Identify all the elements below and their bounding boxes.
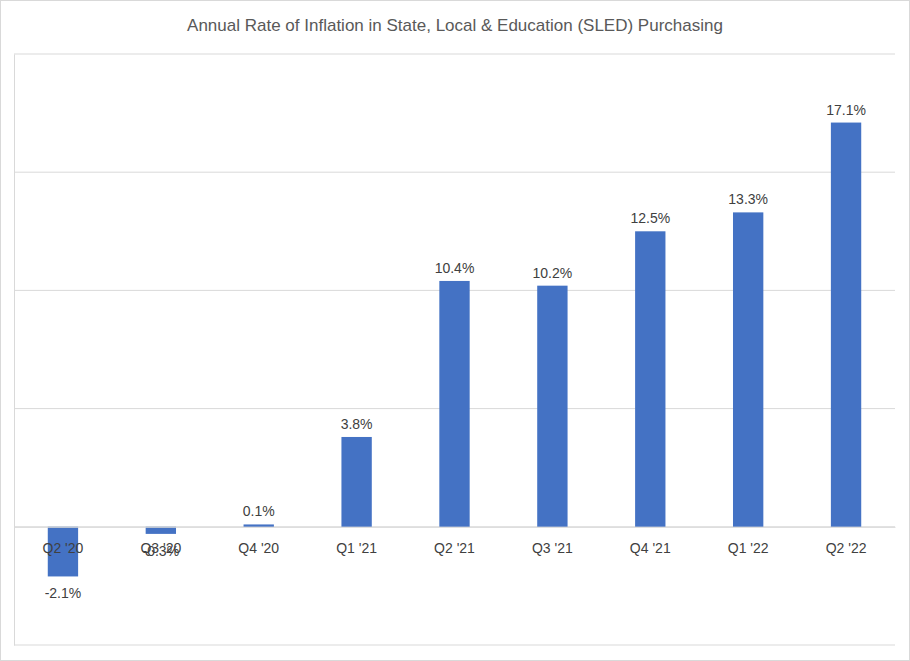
bar	[733, 212, 763, 526]
title: Annual Rate of Inflation in State, Local…	[187, 16, 723, 35]
data-label: 10.2%	[533, 265, 573, 281]
x-tick-label: Q4 '20	[238, 540, 279, 556]
bar	[439, 281, 469, 527]
data-label: -2.1%	[45, 585, 82, 601]
grid-line	[14, 645, 895, 646]
grid	[14, 54, 895, 645]
x-tick-label: Q1 '21	[336, 540, 377, 556]
y-axis	[14, 55, 16, 646]
bar	[146, 527, 176, 534]
chart-frame	[1, 1, 910, 661]
data-label: 3.8%	[341, 416, 373, 432]
data-labels: -2.1% -0.3% 0.1% 3.8% 10.4% 10.2% 12.5% 13.3% 17…	[45, 102, 866, 602]
x-tick-label: Q3 '21	[532, 540, 573, 556]
data-label: 12.5%	[630, 210, 670, 226]
bar	[537, 286, 567, 527]
bar	[831, 123, 861, 527]
x-tick: Q3 '21	[532, 527, 573, 556]
x-tick: Q4 '20	[238, 527, 279, 556]
data-label: 10.4%	[435, 260, 475, 276]
grid-line	[14, 172, 895, 173]
x-tick-label: Q2 '21	[434, 540, 475, 556]
x-tick-label: Q2 '22	[826, 540, 867, 556]
x-tick: Q2 '21	[434, 527, 475, 556]
x-tick-label: Q2 '20	[43, 540, 84, 556]
y-axis-line	[14, 55, 15, 646]
x-tick: Q1 '22	[728, 527, 769, 556]
x-tick: Q1 '21	[336, 527, 377, 556]
x-tick: Q2 '20	[43, 527, 84, 556]
data-label: 17.1%	[826, 102, 866, 118]
bar	[244, 524, 274, 526]
data-label: 13.3%	[728, 191, 768, 207]
bars	[48, 123, 861, 577]
grid-line	[14, 54, 895, 55]
x-tick: Q2 '22	[826, 527, 867, 556]
data-label: 0.1%	[243, 503, 275, 519]
bar	[341, 437, 371, 527]
x-tick-label: Q4 '21	[630, 540, 671, 556]
x-tick-label: Q1 '22	[728, 540, 769, 556]
chart: Annual Rate of Inflation in State, Local…	[0, 0, 910, 661]
bar	[635, 231, 665, 527]
data-label: -0.3%	[143, 543, 180, 559]
x-axis-line	[15, 527, 896, 528]
x-tick: Q4 '21	[630, 527, 671, 556]
